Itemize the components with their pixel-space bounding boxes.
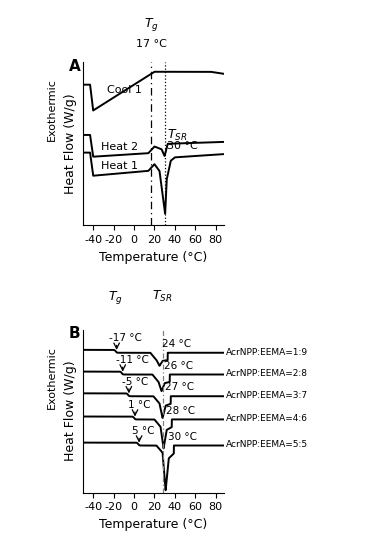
Text: $T_g$: $T_g$ xyxy=(108,289,123,306)
Text: Heat 1: Heat 1 xyxy=(101,161,138,171)
Text: 17 °C: 17 °C xyxy=(136,39,167,49)
Text: B: B xyxy=(69,326,80,341)
X-axis label: Temperature (°C): Temperature (°C) xyxy=(99,250,207,263)
Text: Exothermic: Exothermic xyxy=(47,346,57,409)
Text: 30 °C: 30 °C xyxy=(168,432,197,442)
Text: AcrNPP:EEMA=2:8: AcrNPP:EEMA=2:8 xyxy=(226,369,308,378)
X-axis label: Temperature (°C): Temperature (°C) xyxy=(99,518,207,531)
Text: 30 °C: 30 °C xyxy=(167,140,198,151)
Text: $T_{SR}$: $T_{SR}$ xyxy=(167,128,187,143)
Text: $T_{SR}$: $T_{SR}$ xyxy=(152,289,173,304)
Text: 1 °C: 1 °C xyxy=(128,400,151,410)
Text: -11 °C: -11 °C xyxy=(116,355,149,365)
Y-axis label: Heat Flow (W/g): Heat Flow (W/g) xyxy=(64,361,77,461)
Text: 27 °C: 27 °C xyxy=(165,383,194,392)
Text: 28 °C: 28 °C xyxy=(166,405,195,416)
Text: Cool 1: Cool 1 xyxy=(107,85,142,95)
Text: AcrNPP:EEMA=4:6: AcrNPP:EEMA=4:6 xyxy=(226,414,308,423)
Text: Heat 2: Heat 2 xyxy=(101,142,138,152)
Text: AcrNPP:EEMA=5:5: AcrNPP:EEMA=5:5 xyxy=(226,440,308,449)
Text: -5 °C: -5 °C xyxy=(122,377,148,386)
Text: $T_g$: $T_g$ xyxy=(144,16,159,33)
Text: -17 °C: -17 °C xyxy=(109,333,142,343)
Text: 24 °C: 24 °C xyxy=(162,339,191,349)
Text: AcrNPP:EEMA=3:7: AcrNPP:EEMA=3:7 xyxy=(226,391,308,400)
Text: A: A xyxy=(69,59,81,74)
Text: AcrNPP:EEMA=1:9: AcrNPP:EEMA=1:9 xyxy=(226,347,308,357)
Y-axis label: Heat Flow (W/g): Heat Flow (W/g) xyxy=(64,93,77,194)
Text: 5 °C: 5 °C xyxy=(132,426,154,436)
Text: 26 °C: 26 °C xyxy=(163,360,193,371)
Text: Exothermic: Exothermic xyxy=(47,79,57,141)
